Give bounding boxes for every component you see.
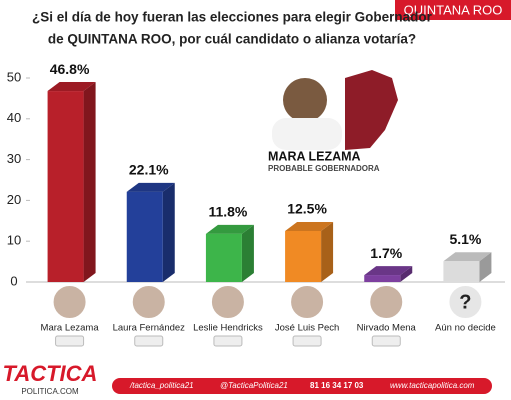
- bar-top: [285, 222, 334, 231]
- bar-side: [479, 252, 492, 282]
- bar-side: [321, 222, 334, 282]
- y-tick-label: 50: [7, 69, 21, 84]
- y-tick-label: 0: [10, 273, 17, 288]
- title-line: ¿Si el día de hoy fueran las elecciones …: [32, 10, 433, 25]
- party-logo: [134, 335, 164, 347]
- bar-side: [83, 82, 96, 282]
- avatar: [130, 284, 167, 320]
- unknown-icon: ?: [459, 291, 471, 313]
- bar-front: [364, 275, 401, 282]
- footer: [0, 366, 511, 400]
- footer-brand: TACTICA: [3, 361, 98, 386]
- bar-front: [285, 231, 322, 282]
- bar-side: [241, 224, 254, 282]
- bar: [126, 182, 175, 282]
- title-line: de QUINTANA ROO, por cuál candidato o al…: [48, 32, 416, 47]
- avatar: [209, 284, 246, 320]
- value-label: 11.8%: [208, 204, 247, 220]
- y-tick-label: 40: [7, 110, 21, 125]
- avatar: [447, 284, 484, 320]
- header-tab: [395, 0, 511, 20]
- bar-side: [400, 266, 413, 282]
- footer-brand-sub: POLITICA.COM: [21, 387, 79, 396]
- bar-top: [443, 252, 492, 262]
- value-label: 22.1%: [129, 162, 169, 178]
- footer-instagram: /tactica_politica21: [129, 381, 194, 390]
- value-label: 12.5%: [287, 201, 327, 217]
- party-logo: [371, 335, 401, 347]
- header: QUINTANA ROO: [404, 2, 503, 17]
- bar: [285, 222, 334, 282]
- footer-phone: 81 16 34 17 03: [310, 381, 364, 390]
- value-label: 46.8%: [50, 61, 90, 77]
- y-tick-label: 10: [7, 233, 21, 248]
- bar: [205, 224, 254, 282]
- bar-top: [126, 182, 175, 192]
- footer-twitter: @TacticaPolitica21: [220, 381, 288, 390]
- annotation-name: MARA LEZAMA: [268, 149, 361, 163]
- bar-front: [205, 233, 242, 282]
- x-tick-label: José Luis Pech: [275, 323, 339, 334]
- x-tick-label: Leslie Hendricks: [193, 323, 263, 334]
- x-tick-label: Nirvado Mena: [357, 323, 417, 334]
- x-tick-label: Mara Lezama: [41, 323, 100, 334]
- y-tick-label: 30: [7, 151, 21, 166]
- bar-front: [443, 261, 480, 282]
- avatar: [51, 284, 88, 320]
- photo: [272, 70, 398, 150]
- bar-top: [205, 224, 254, 234]
- avatar: [368, 284, 405, 320]
- bar-front: [126, 191, 163, 282]
- x-tick-label: Aún no decide: [435, 323, 496, 334]
- party-logo: [213, 335, 243, 347]
- x-tick-label: Laura Fernández: [113, 323, 186, 334]
- bar: [364, 266, 413, 282]
- bar-top: [47, 82, 96, 92]
- annotation-subtitle: PROBABLE GOBERNADORA: [268, 164, 380, 173]
- value-label: 5.1%: [449, 231, 481, 247]
- bar-top: [364, 266, 413, 276]
- bar: [443, 252, 492, 282]
- party-logo: [55, 335, 85, 347]
- bar: [47, 82, 96, 282]
- bar-front: [47, 91, 84, 282]
- party-logo: [292, 335, 322, 347]
- avatar: [289, 284, 326, 320]
- value-label: 1.7%: [370, 245, 402, 261]
- y-tick-label: 20: [7, 192, 21, 207]
- footer-web: www.tacticapolitica.com: [390, 381, 475, 390]
- bar-side: [162, 182, 175, 282]
